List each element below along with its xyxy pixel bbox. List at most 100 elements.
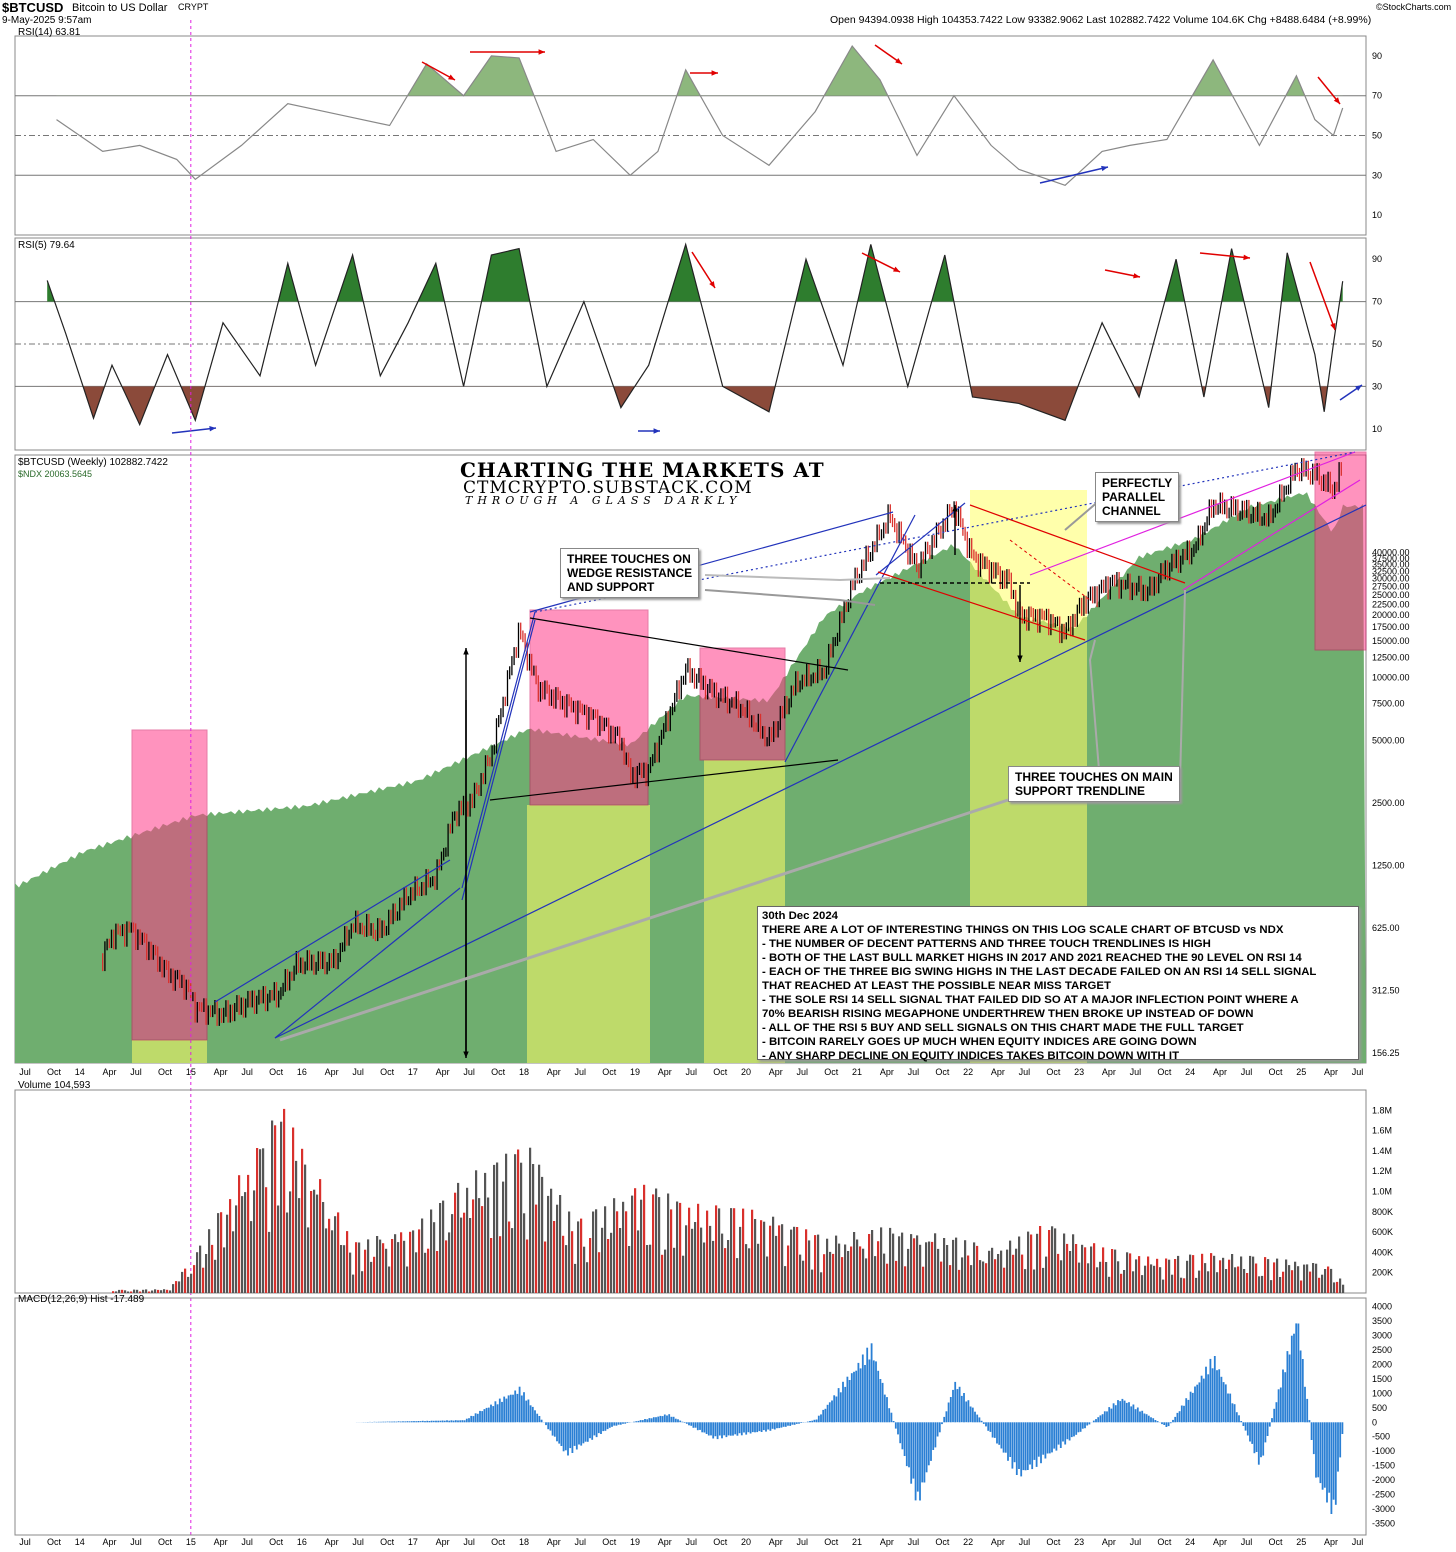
macd-hist-bar [1319, 1422, 1322, 1484]
volume-bar [1237, 1266, 1240, 1293]
volume-bar [736, 1258, 739, 1293]
macd-hist-bar [1088, 1422, 1091, 1425]
price-tick-label: 10000.00 [1372, 673, 1410, 683]
macd-hist-bar [936, 1422, 939, 1437]
volume-bar [571, 1231, 574, 1293]
macd-hist-bar [1123, 1400, 1126, 1423]
volume-bar [850, 1246, 853, 1293]
trendline [1182, 479, 1361, 591]
rsi5-sell-signal [691, 251, 716, 289]
volume-bar [781, 1224, 784, 1293]
volume-bar [1123, 1270, 1126, 1293]
macd-hist-bar [582, 1422, 585, 1444]
macd-hist-bar [947, 1402, 950, 1423]
volume-bar [757, 1243, 760, 1293]
macd-hist-bar [1035, 1422, 1038, 1467]
macd-hist-bar [758, 1422, 761, 1432]
volume-bar [835, 1235, 838, 1293]
macd-hist-bar [597, 1422, 600, 1434]
rsi5-sell-signal-head [1330, 323, 1336, 330]
volume-bar [490, 1238, 493, 1293]
volume-bar [418, 1229, 421, 1293]
macd-hist-bar [408, 1421, 411, 1423]
volume-bar [814, 1235, 817, 1293]
macd-hist-bar [512, 1394, 514, 1423]
note-line: THAT REACHED AT LEAST THE POSSIBLE NEAR … [762, 980, 1111, 992]
volume-bar [544, 1241, 547, 1293]
macd-hist-bar [899, 1422, 902, 1444]
volume-bar [1216, 1272, 1219, 1293]
price-x-label: Apr [436, 1067, 450, 1077]
volume-bar [274, 1125, 277, 1293]
volume-bar [199, 1245, 202, 1293]
macd-hist-bar [448, 1420, 451, 1423]
macd-hist-bar [1040, 1422, 1042, 1464]
macd-x-label: 16 [297, 1537, 307, 1547]
macd-x-label: Jul [574, 1537, 586, 1547]
volume-bar [778, 1225, 781, 1293]
volume-bar [472, 1199, 475, 1293]
price-x-label: Oct [1157, 1067, 1172, 1077]
volume-bar [697, 1203, 700, 1293]
macd-hist-bar [547, 1422, 550, 1430]
price-x-label: Apr [1213, 1067, 1227, 1077]
volume-bar [1102, 1247, 1105, 1293]
volume-bar [1081, 1244, 1084, 1293]
macd-x-label: Jul [908, 1537, 920, 1547]
volume-bar [856, 1239, 859, 1293]
volume-bar [298, 1198, 301, 1293]
macd-hist-bar [919, 1422, 921, 1501]
price-tick-label: 1250.00 [1372, 860, 1405, 870]
volume-bar [508, 1221, 511, 1293]
volume-bar [133, 1289, 136, 1293]
trendline [214, 859, 451, 1003]
price-x-label: 24 [1185, 1067, 1195, 1077]
macd-hist-bar [1222, 1382, 1225, 1423]
macd-tick-label: -500 [1372, 1432, 1390, 1442]
volume-bar [442, 1200, 445, 1293]
volume-bar [1072, 1234, 1075, 1293]
volume-bar [817, 1234, 820, 1293]
volume-bar [748, 1248, 751, 1293]
rsi5-sell-signal-head [1243, 254, 1250, 261]
macd-hist-bar [978, 1417, 981, 1423]
volume-bar [190, 1273, 193, 1293]
volume-tick-label: 800K [1372, 1207, 1393, 1217]
price-x-label: Oct [1046, 1067, 1061, 1077]
volume-bar [1234, 1267, 1237, 1293]
macd-x-label: Oct [824, 1537, 839, 1547]
price-x-label: Apr [547, 1067, 561, 1077]
volume-bar [838, 1243, 841, 1293]
rsi14-sell-signal-head [895, 58, 902, 64]
macd-hist-bar [551, 1422, 554, 1436]
volume-bar [1255, 1263, 1258, 1293]
volume-bar [622, 1201, 625, 1293]
macd-hist-bar [886, 1397, 888, 1423]
volume-bar [439, 1203, 442, 1293]
note-line: 30th Dec 2024 [762, 910, 838, 922]
volume-bar [457, 1182, 460, 1293]
volume-bar [1330, 1268, 1333, 1293]
volume-bar [967, 1255, 970, 1293]
macd-hist-bar [1015, 1422, 1018, 1475]
macd-x-label: 19 [630, 1537, 640, 1547]
macd-hist-bar [798, 1422, 800, 1424]
price-x-label: 25 [1296, 1067, 1306, 1077]
volume-bar [700, 1227, 703, 1293]
volume-bar [1153, 1265, 1156, 1293]
volume-bar [793, 1226, 796, 1293]
macd-hist-bar [483, 1409, 486, 1423]
volume-tick-label: 600K [1372, 1227, 1393, 1237]
macd-hist-bar [1284, 1372, 1287, 1423]
macd-hist-bar [846, 1376, 849, 1423]
macd-hist-bar [965, 1401, 968, 1423]
rsi5-buy-signal [171, 427, 217, 434]
rsi5-buy-signal-head [1355, 385, 1362, 391]
volume-bar [1048, 1230, 1051, 1293]
volume-bar [1186, 1260, 1189, 1293]
price-x-label: 17 [408, 1067, 418, 1077]
volume-bar [763, 1221, 766, 1293]
volume-bar [1189, 1254, 1192, 1293]
volume-bar [355, 1242, 358, 1293]
macd-hist-bar [1246, 1422, 1249, 1436]
